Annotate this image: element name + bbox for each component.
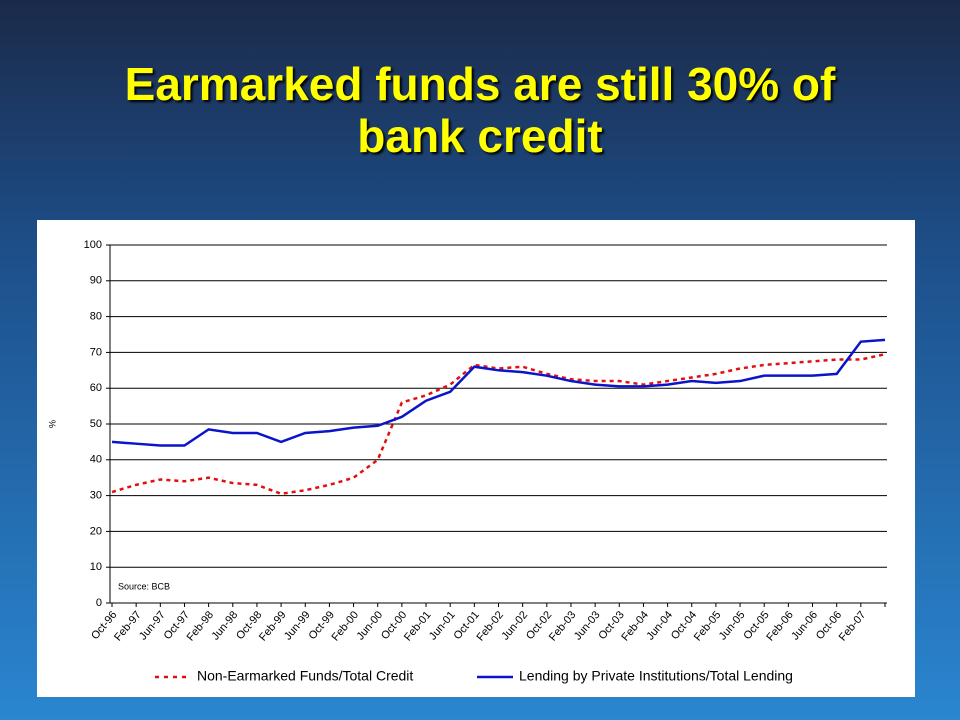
annotation: Source: BCB [118, 581, 170, 591]
x-tick-label: Feb-00 [329, 609, 361, 643]
x-tick-label: Feb-99 [257, 609, 289, 643]
x-tick-label: Feb-97 [112, 609, 144, 643]
x-tick-label: Feb-03 [547, 609, 579, 643]
y-tick-label: 90 [90, 275, 102, 287]
x-tick-label: Jun-01 [427, 609, 458, 642]
x-tick-label: Jun-06 [789, 609, 820, 642]
slide-title: Earmarked funds are still 30% of bank cr… [124, 58, 836, 162]
series-line [111, 352, 886, 496]
x-tick-label: Jun-02 [499, 609, 530, 642]
x-tick-label: Feb-01 [402, 609, 434, 643]
x-tick-label: Feb-98 [185, 609, 217, 643]
x-tick-label: Feb-02 [474, 609, 506, 643]
x-tick-label: Jun-99 [282, 609, 313, 642]
y-axis-label: % [47, 420, 57, 428]
x-tick-label: Jun-03 [572, 609, 603, 642]
y-tick-label: 30 [90, 490, 102, 502]
legend-label: Non-Earmarked Funds/Total Credit [197, 668, 413, 684]
y-tick-label: 100 [84, 239, 102, 251]
series-line [111, 338, 886, 447]
y-tick-label: 10 [90, 561, 102, 573]
y-tick-label: 70 [90, 346, 102, 358]
x-tick-label: Jun-05 [717, 609, 748, 642]
legend-label: Lending by Private Institutions/Total Le… [519, 668, 793, 684]
x-tick-label: Feb-07 [837, 609, 869, 643]
x-tick-label: Jun-04 [644, 609, 675, 642]
x-tick-label: Feb-06 [764, 609, 796, 643]
y-tick-label: 20 [90, 525, 102, 537]
y-tick-label: 80 [90, 311, 102, 323]
x-tick-label: Feb-04 [619, 609, 651, 643]
x-tick-label: Jun-97 [137, 609, 168, 642]
y-tick-label: 60 [90, 382, 102, 394]
y-tick-label: 0 [96, 597, 102, 609]
x-tick-label: Jun-00 [354, 609, 385, 642]
y-tick-label: 50 [90, 418, 102, 430]
x-tick-label: Feb-05 [692, 609, 724, 643]
x-tick-label: Jun-98 [209, 609, 240, 642]
y-tick-label: 40 [90, 454, 102, 466]
